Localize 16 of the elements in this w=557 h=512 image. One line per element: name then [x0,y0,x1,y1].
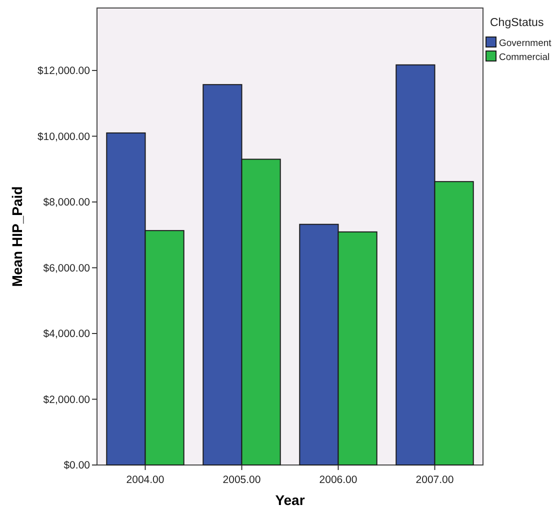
legend-label: Government [499,38,552,49]
y-tick-label: $8,000.00 [43,196,90,209]
x-tick-label: 2005.00 [222,474,261,486]
x-tick-label: 2007.00 [416,474,454,486]
y-axis-title: Mean HIP_Paid [9,186,25,287]
x-axis-title: Year [275,492,306,508]
y-tick-label: $12,000.00 [37,65,90,78]
legend-title: ChgStatus [490,17,544,29]
y-tick-label: $10,000.00 [37,130,90,143]
y-tick-label: $4,000.00 [43,328,90,340]
x-tick-label: 2004.00 [126,474,164,486]
y-tick-label: $0.00 [64,460,90,472]
y-tick-label: $6,000.00 [43,262,90,274]
x-tick-label: 2006.00 [319,474,358,486]
y-tick-label: $2,000.00 [43,394,90,406]
legend-label: Commercial [499,52,550,63]
